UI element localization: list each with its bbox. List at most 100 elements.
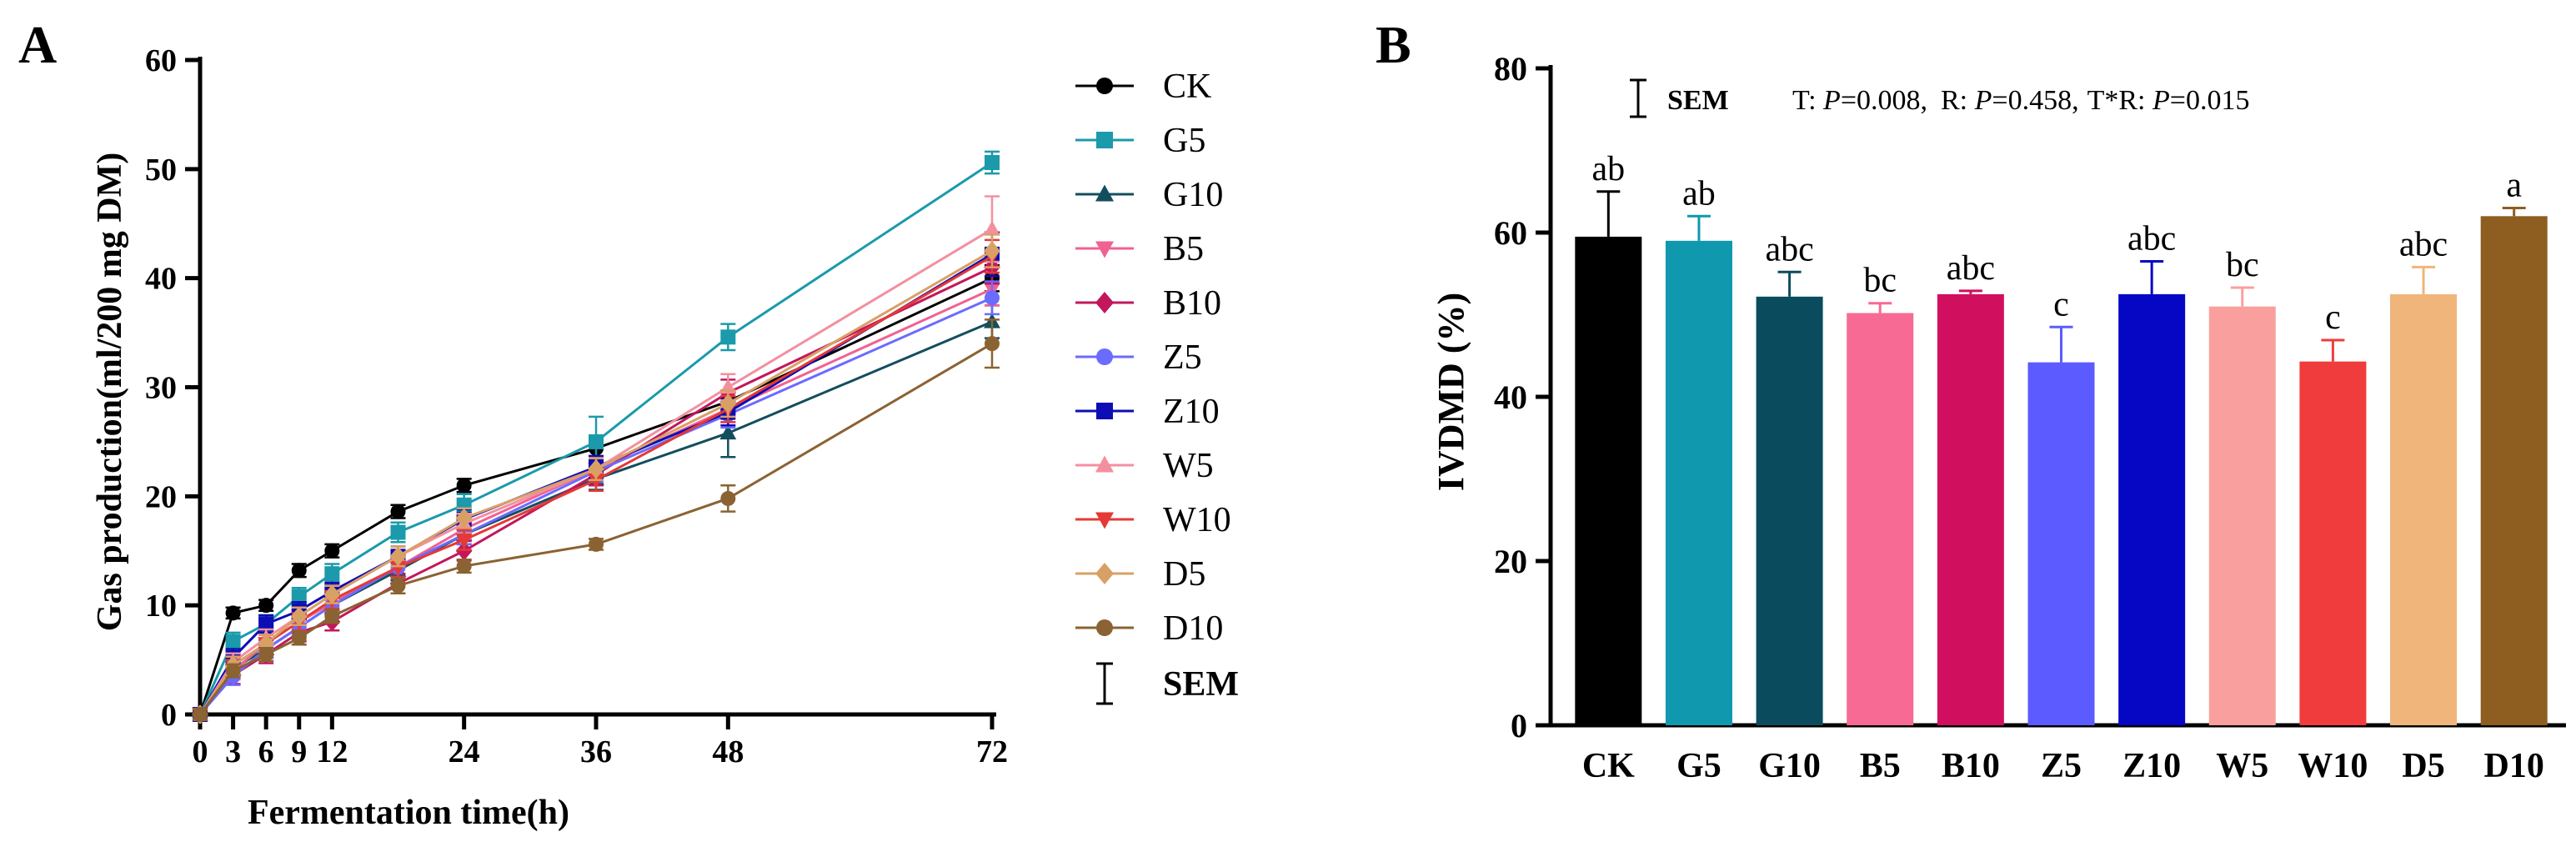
legend-marker — [1095, 241, 1114, 258]
data-point — [225, 663, 241, 679]
panel-a-label: A — [18, 15, 57, 74]
error-bar — [1596, 190, 1621, 237]
x-tick-label: W10 — [2298, 747, 2368, 785]
legend-label: B10 — [1163, 284, 1221, 323]
bar — [1937, 293, 2004, 725]
legend-marker — [1096, 348, 1113, 365]
legend-item-ck: CK — [1075, 68, 1211, 106]
legend-marker — [1095, 184, 1114, 202]
data-point — [588, 474, 604, 489]
legend-label: B5 — [1163, 230, 1204, 268]
error-bar — [2412, 265, 2436, 294]
series-line — [198, 320, 993, 715]
data-point — [389, 546, 407, 566]
data-point — [455, 508, 473, 529]
significance-letter: abc — [1765, 230, 1813, 268]
legend-label: D10 — [1163, 609, 1223, 648]
series-line — [198, 342, 993, 715]
series-line — [198, 288, 993, 715]
data-point — [225, 634, 241, 649]
bar-group-b5: bc B5 — [1847, 262, 1914, 785]
series-line — [198, 161, 993, 715]
panel-a-x-ticks: 0 3 6 9 12 24 36 48 72 — [193, 714, 1008, 769]
data-point — [719, 424, 737, 440]
data-point — [291, 589, 307, 604]
y-tick-label: 10 — [145, 589, 177, 624]
legend-marker — [1095, 512, 1114, 529]
legend-item-sem: SEM — [1096, 662, 1239, 705]
x-tick-label: B5 — [1860, 747, 1901, 785]
data-point — [455, 541, 473, 561]
panel-a-y-axis-title: Gas production(ml/200 mg DM) — [91, 153, 129, 631]
legend-marker — [1096, 78, 1113, 94]
series-b5 — [192, 271, 1000, 724]
data-point — [985, 154, 1000, 170]
y-tick-label: 20 — [1494, 543, 1527, 580]
legend-label: W10 — [1163, 501, 1231, 539]
bar — [2208, 306, 2276, 725]
y-tick-label: 0 — [161, 698, 177, 733]
y-tick-label: 50 — [145, 153, 177, 188]
legend-label: G10 — [1163, 176, 1223, 214]
stat-t-prefix: T: — [1792, 85, 1823, 116]
significance-letter: bc — [1863, 262, 1897, 300]
x-tick-label: 12 — [316, 734, 348, 769]
x-tick-label: 24 — [449, 734, 480, 769]
legend-label: Z5 — [1163, 338, 1202, 377]
data-point — [456, 559, 472, 574]
stat-tr-value: =0.015 — [2170, 85, 2250, 116]
bar-group-g10: abc G10 — [1756, 230, 1823, 785]
bar — [1847, 313, 1914, 725]
data-point — [720, 490, 736, 506]
x-tick-label: CK — [1582, 747, 1635, 785]
legend-label: W5 — [1163, 447, 1214, 485]
series-z5 — [193, 280, 1000, 722]
significance-letter: abc — [2127, 219, 2176, 258]
y-tick-label: 40 — [1494, 378, 1527, 416]
panel-b-annotation: SEM T: P=0.008, R: P=0.458, T*R: P=0.015 — [1630, 78, 2250, 118]
stat-t-value: =0.008, — [1841, 85, 1927, 116]
stat-r-prefix: R: — [1941, 85, 1975, 116]
data-point — [390, 578, 406, 594]
bar-group-g5: ab G5 — [1665, 174, 1732, 785]
y-tick-label: 0 — [1511, 707, 1527, 744]
x-tick-label: 9 — [291, 734, 307, 769]
panel-b-label: B — [1376, 15, 1411, 74]
series-w10 — [192, 238, 1000, 724]
bar-group-d10: a D10 — [2480, 166, 2548, 785]
legend-sem-label: SEM — [1163, 665, 1239, 704]
legend-item-z5: Z5 — [1075, 338, 1202, 377]
x-tick-label: 48 — [712, 734, 744, 769]
bar — [1665, 240, 1732, 726]
error-bar — [2230, 286, 2254, 307]
series-d5 — [192, 233, 1000, 724]
error-bar — [2140, 259, 2164, 294]
x-tick-label: 6 — [258, 734, 274, 769]
significance-letter: c — [2325, 298, 2341, 337]
series-line — [198, 296, 993, 715]
series-g5 — [193, 150, 1000, 722]
y-tick-label: 60 — [145, 43, 177, 78]
bar — [2480, 216, 2548, 725]
data-point — [258, 598, 274, 614]
bar-group-z10: abc Z10 — [2118, 219, 2186, 785]
panel-a-x-axis-title: Fermentation time(h) — [248, 794, 569, 832]
legend-label: G5 — [1163, 122, 1205, 160]
x-tick-label: 0 — [193, 734, 208, 769]
legend-item-b10: B10 — [1075, 284, 1221, 323]
legend-marker — [1096, 619, 1113, 636]
data-point — [589, 434, 604, 449]
error-bar — [1868, 302, 1892, 313]
legend-item-w5: W5 — [1075, 447, 1214, 485]
legend-item-d10: D10 — [1075, 609, 1223, 648]
legend-label: CK — [1163, 68, 1211, 106]
data-point — [290, 606, 308, 626]
legend-label: Z10 — [1163, 393, 1220, 431]
y-tick-label: 40 — [145, 262, 177, 297]
x-tick-label: G10 — [1758, 747, 1821, 785]
series-line — [198, 277, 993, 715]
panel-a-legend: CK G5 G10 B5 B10 Z5 Z10 W5 W10 D5 D10 SEM — [1075, 68, 1239, 705]
bar-group-z5: c Z5 — [2027, 285, 2095, 785]
